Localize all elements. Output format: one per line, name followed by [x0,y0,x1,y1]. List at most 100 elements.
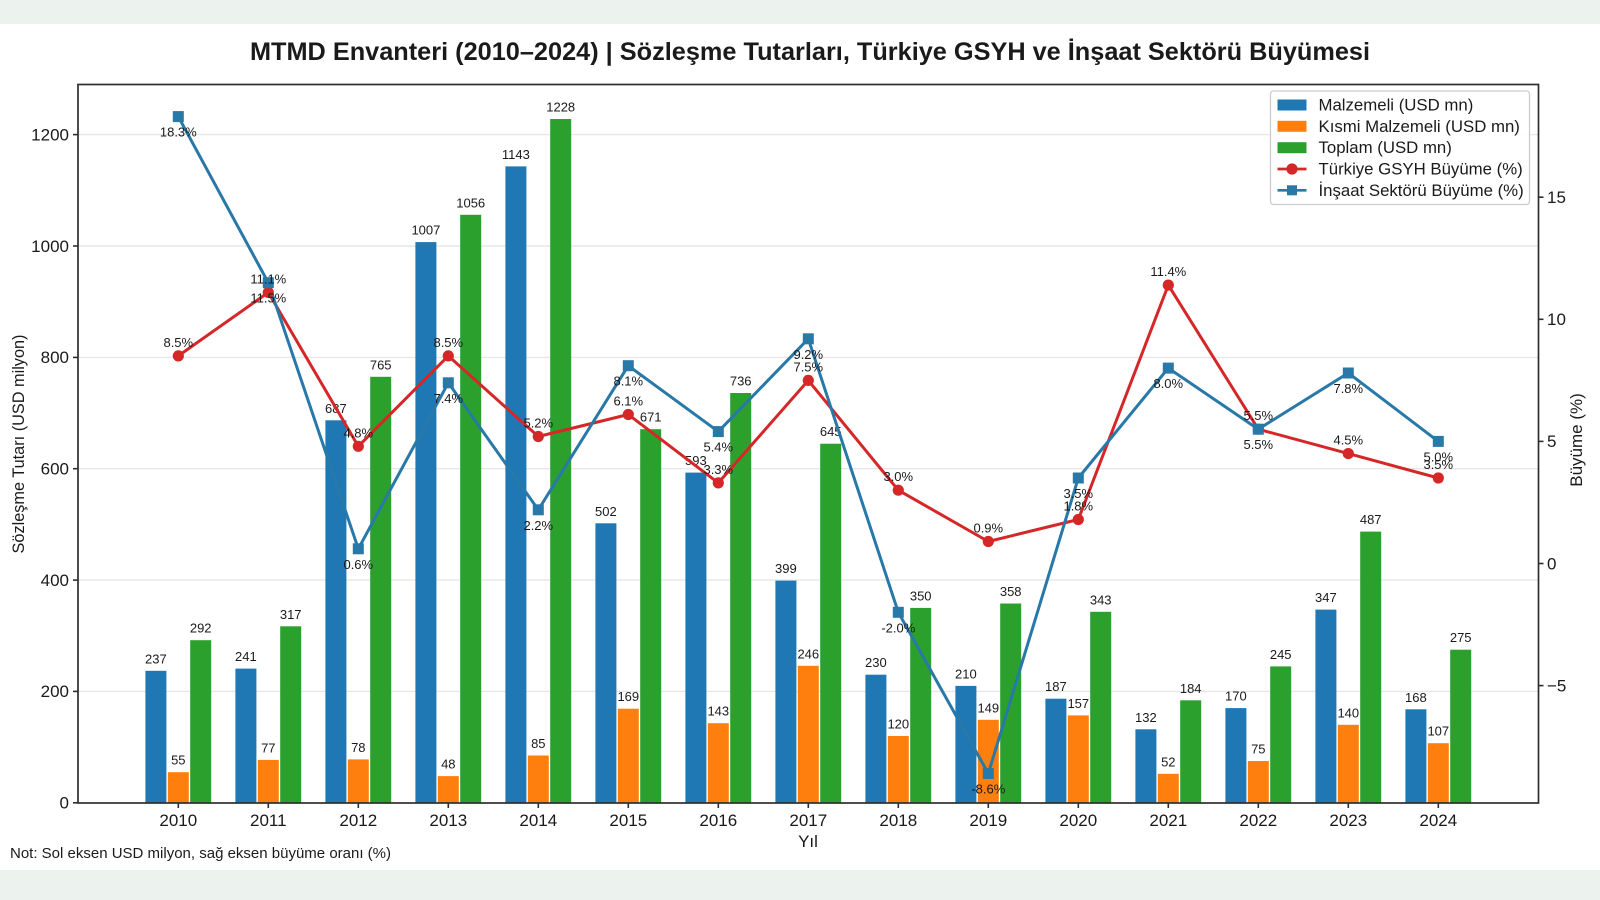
svg-text:55: 55 [171,753,185,768]
svg-text:400: 400 [41,571,69,590]
svg-text:75: 75 [1251,742,1265,757]
svg-text:5.4%: 5.4% [703,440,733,455]
svg-text:7.8%: 7.8% [1333,381,1363,396]
svg-text:169: 169 [617,689,639,704]
svg-text:10: 10 [1547,310,1566,329]
svg-text:246: 246 [797,646,819,661]
svg-text:347: 347 [1315,590,1337,605]
svg-text:487: 487 [1360,512,1382,527]
svg-text:−5: −5 [1547,676,1566,695]
svg-text:2023: 2023 [1329,811,1367,830]
svg-text:5.0%: 5.0% [1423,449,1453,464]
svg-text:4.5%: 4.5% [1333,433,1363,448]
svg-text:-2.0%: -2.0% [881,620,915,635]
svg-text:8.0%: 8.0% [1153,376,1183,391]
svg-text:107: 107 [1427,724,1449,739]
svg-text:132: 132 [1135,710,1157,725]
svg-text:671: 671 [640,410,662,425]
svg-text:200: 200 [41,682,69,701]
svg-text:1228: 1228 [546,100,575,115]
svg-text:3.3%: 3.3% [703,462,733,477]
svg-text:0: 0 [60,794,69,813]
svg-text:8.5%: 8.5% [433,335,463,350]
svg-text:9.2%: 9.2% [793,347,823,362]
svg-text:399: 399 [775,561,797,576]
svg-text:292: 292 [190,621,212,636]
svg-text:77: 77 [261,740,275,755]
svg-text:600: 600 [41,460,69,479]
svg-text:210: 210 [955,666,977,681]
svg-text:343: 343 [1090,592,1112,607]
svg-text:Kısmi Malzemeli (USD mn): Kısmi Malzemeli (USD mn) [1319,117,1520,136]
svg-text:358: 358 [1000,584,1022,599]
svg-text:2020: 2020 [1059,811,1097,830]
svg-text:52: 52 [1161,754,1175,769]
svg-text:187: 187 [1045,679,1067,694]
svg-text:237: 237 [145,651,167,666]
svg-text:1056: 1056 [456,195,485,210]
svg-text:2010: 2010 [159,811,197,830]
svg-text:1.8%: 1.8% [1063,499,1093,514]
svg-text:317: 317 [280,607,302,622]
svg-text:15: 15 [1547,188,1566,207]
svg-text:120: 120 [887,717,909,732]
svg-text:Yıl: Yıl [798,832,818,851]
svg-text:5.5%: 5.5% [1243,437,1273,452]
svg-text:7.5%: 7.5% [793,359,823,374]
svg-text:1200: 1200 [31,125,69,144]
svg-text:736: 736 [730,374,752,389]
svg-text:2019: 2019 [969,811,1007,830]
svg-text:5: 5 [1547,432,1556,451]
svg-text:245: 245 [1270,647,1292,662]
svg-text:593: 593 [685,453,707,468]
svg-text:1007: 1007 [411,223,440,238]
svg-text:2011: 2011 [250,811,287,830]
svg-text:800: 800 [41,348,69,367]
svg-text:Sözleşme Tutarı (USD milyon): Sözleşme Tutarı (USD milyon) [10,335,28,554]
svg-text:2.2%: 2.2% [523,518,553,533]
svg-text:8.1%: 8.1% [613,374,643,389]
svg-text:168: 168 [1405,690,1427,705]
svg-text:140: 140 [1337,705,1359,720]
svg-text:0.9%: 0.9% [973,521,1003,536]
svg-text:11.1%: 11.1% [250,271,286,286]
svg-text:Türkiye GSYH Büyüme (%): Türkiye GSYH Büyüme (%) [1319,160,1523,179]
svg-text:2012: 2012 [339,811,377,830]
svg-text:18.3%: 18.3% [160,125,197,140]
svg-text:85: 85 [531,736,545,751]
svg-text:-8.6%: -8.6% [971,782,1005,797]
svg-text:Toplam (USD mn): Toplam (USD mn) [1319,138,1452,157]
svg-text:3.0%: 3.0% [883,469,913,484]
svg-text:241: 241 [235,649,257,664]
svg-text:157: 157 [1067,696,1089,711]
svg-text:1000: 1000 [31,237,69,256]
svg-text:8.5%: 8.5% [163,335,193,350]
svg-text:4.8%: 4.8% [343,425,373,440]
svg-text:143: 143 [707,704,729,719]
svg-text:149: 149 [977,700,999,715]
svg-text:230: 230 [865,655,887,670]
svg-text:2013: 2013 [429,811,467,830]
svg-text:170: 170 [1225,689,1247,704]
svg-text:350: 350 [910,588,932,603]
svg-text:Malzemeli (USD mn): Malzemeli (USD mn) [1319,96,1474,115]
svg-text:11.5%: 11.5% [250,291,286,306]
svg-text:Büyüme (%): Büyüme (%) [1567,393,1586,487]
svg-text:2015: 2015 [609,811,647,830]
svg-text:2014: 2014 [519,811,557,830]
svg-text:11.4%: 11.4% [1150,264,1186,279]
svg-text:6.1%: 6.1% [613,394,643,409]
svg-text:Not: Sol eksen USD milyon, sağ: Not: Sol eksen USD milyon, sağ eksen büy… [10,845,391,862]
svg-text:48: 48 [441,757,455,772]
svg-text:275: 275 [1450,630,1472,645]
svg-text:2021: 2021 [1149,811,1187,830]
svg-text:5.2%: 5.2% [523,416,553,431]
svg-text:502: 502 [595,504,617,519]
svg-text:2017: 2017 [789,811,827,830]
svg-text:MTMD Envanteri (2010–2024) | S: MTMD Envanteri (2010–2024) | Sözleşme Tu… [250,38,1370,66]
svg-text:7.4%: 7.4% [433,391,463,406]
svg-text:2018: 2018 [879,811,917,830]
svg-text:78: 78 [351,740,365,755]
svg-text:0: 0 [1547,554,1556,573]
svg-text:2016: 2016 [699,811,737,830]
